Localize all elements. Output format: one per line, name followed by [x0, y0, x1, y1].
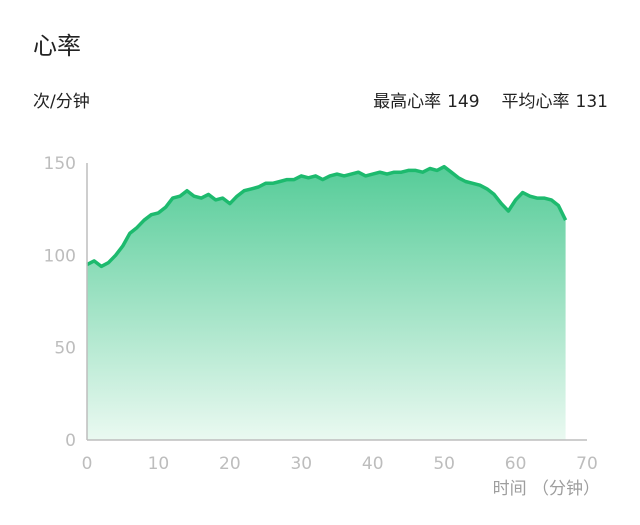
x-tick-label: 20 — [219, 454, 241, 474]
x-tick-label: 10 — [148, 454, 170, 474]
avg-label: 平均心率 — [501, 92, 570, 112]
y-tick-label: 0 — [65, 431, 76, 451]
x-tick-label: 70 — [576, 454, 598, 474]
page-title: 心率 — [33, 32, 81, 60]
y-tick-label: 50 — [54, 339, 76, 359]
max-value: 149 — [447, 92, 480, 112]
x-tick-label: 0 — [82, 454, 93, 474]
y-tick-label: 100 — [44, 246, 76, 266]
avg-heart-rate: 平均心率 131 — [502, 87, 608, 112]
x-axis-title: 时间 （分钟） — [492, 479, 600, 499]
heart-rate-line — [86, 164, 568, 269]
area-fill — [87, 166, 566, 440]
x-tick-label: 40 — [362, 454, 384, 474]
x-tick-label: 60 — [505, 454, 527, 474]
x-tick-label: 50 — [433, 454, 455, 474]
max-label: 最高心率 — [373, 92, 442, 112]
unit-label: 次/分钟 — [33, 92, 90, 112]
y-tick-label: 150 — [44, 154, 76, 174]
max-heart-rate: 最高心率 149 — [373, 87, 479, 112]
stats: 最高心率 149 平均心率 131 — [373, 87, 608, 112]
avg-value: 131 — [575, 92, 608, 112]
x-tick-label: 30 — [290, 454, 312, 474]
